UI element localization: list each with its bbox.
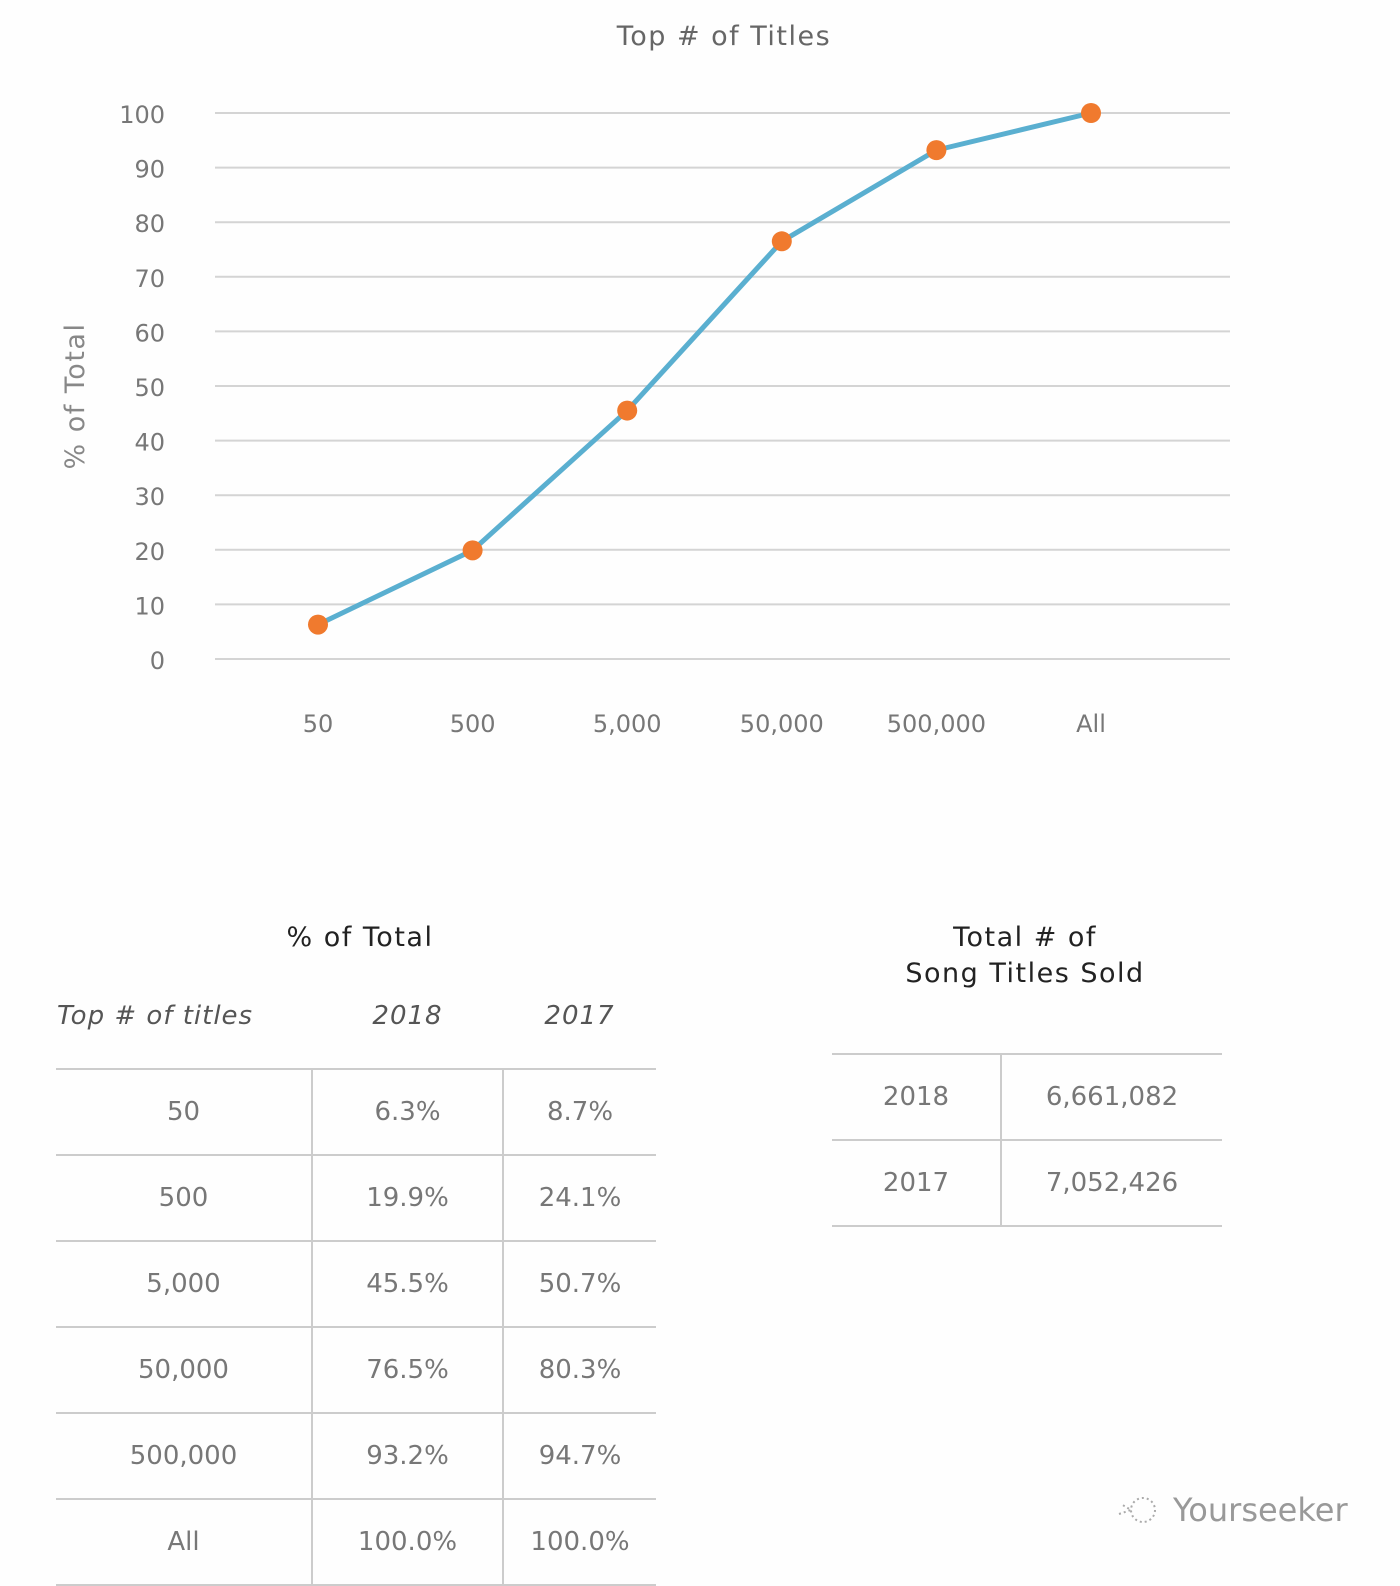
y-tick-label: 20 bbox=[134, 538, 165, 566]
y-tick-label: 90 bbox=[134, 156, 165, 184]
data-point bbox=[617, 400, 638, 421]
table-row: 50,000 76.5% 80.3% bbox=[56, 1326, 656, 1413]
table-cell: All bbox=[56, 1498, 312, 1586]
x-tick-label: 500,000 bbox=[887, 710, 986, 738]
totals-table: 2018 6,661,082 2017 7,052,426 bbox=[832, 1053, 1222, 1227]
table-row: 50 6.3% 8.7% bbox=[56, 1068, 656, 1155]
table-cell: 50,000 bbox=[56, 1326, 312, 1413]
y-tick-label: 80 bbox=[134, 210, 165, 238]
x-tick-label: 50,000 bbox=[740, 710, 824, 738]
table-cell: 6.3% bbox=[311, 1068, 503, 1155]
x-tick-label: All bbox=[1076, 710, 1106, 738]
y-tick-label: 70 bbox=[134, 265, 165, 293]
table-row: 2018 6,661,082 bbox=[832, 1053, 1222, 1140]
header-top-titles: Top # of titles bbox=[57, 1001, 254, 1031]
table-row: 500 19.9% 24.1% bbox=[56, 1154, 656, 1241]
table-row: 2017 7,052,426 bbox=[832, 1139, 1222, 1227]
header-2017: 2017 bbox=[544, 1001, 615, 1031]
table-cell: 500,000 bbox=[56, 1412, 312, 1499]
table-row: 500,000 93.2% 94.7% bbox=[56, 1412, 656, 1499]
table-cell: 8.7% bbox=[502, 1068, 656, 1155]
dotted-fish-logo-icon bbox=[1118, 1497, 1156, 1523]
data-point bbox=[462, 540, 483, 561]
line-chart: Top # of Titles % of Total 0 10 20 30 40 50 60 70… bbox=[60, 21, 1230, 738]
table-cell: 80.3% bbox=[502, 1326, 656, 1413]
table-cell: 2018 bbox=[832, 1053, 1001, 1140]
table-cell: 24.1% bbox=[502, 1154, 656, 1241]
table-cell: 2017 bbox=[832, 1139, 1001, 1227]
table-cell: 100.0% bbox=[502, 1498, 656, 1586]
data-point bbox=[308, 614, 328, 635]
table-cell: 50.7% bbox=[502, 1240, 656, 1327]
share-table-title: % of Total bbox=[286, 922, 434, 953]
table-cell: 7,052,426 bbox=[1000, 1139, 1222, 1227]
share-table: Top # of titles 2018 2017 50 6.3% 8.7% 500 1… bbox=[56, 1000, 656, 1586]
table-row: 5,000 45.5% 50.7% bbox=[56, 1240, 656, 1327]
y-tick-label: 0 bbox=[150, 647, 165, 675]
table-cell: 6,661,082 bbox=[1000, 1053, 1222, 1140]
table-row: All 100.0% 100.0% bbox=[56, 1498, 656, 1586]
totals-title-line1: Total # of bbox=[953, 922, 1097, 953]
y-axis-label: % of Total bbox=[60, 323, 91, 470]
y-tick-label: 50 bbox=[134, 374, 165, 402]
table-cell: 45.5% bbox=[311, 1240, 503, 1327]
data-point bbox=[926, 140, 947, 161]
totals-title-line2: Song Titles Sold bbox=[905, 958, 1145, 989]
x-tick-label: 50 bbox=[303, 710, 334, 738]
y-tick-label: 60 bbox=[134, 319, 165, 347]
table-cell: 76.5% bbox=[311, 1326, 503, 1413]
x-tick-label: 5,000 bbox=[593, 710, 662, 738]
table-cell: 500 bbox=[56, 1154, 312, 1241]
y-tick-label: 40 bbox=[134, 429, 165, 457]
totals-table-title: Total # of Song Titles Sold bbox=[830, 920, 1220, 992]
watermark: Yourseeker bbox=[1115, 1490, 1348, 1530]
chart-title: Top # of Titles bbox=[616, 21, 831, 52]
watermark-text: Yourseeker bbox=[1173, 1491, 1348, 1529]
data-point bbox=[771, 231, 792, 252]
table-cell: 100.0% bbox=[311, 1498, 503, 1586]
x-tick-label: 500 bbox=[450, 710, 496, 738]
table-cell: 19.9% bbox=[311, 1154, 503, 1241]
table-cell: 5,000 bbox=[56, 1240, 312, 1327]
table-cell: 94.7% bbox=[502, 1412, 656, 1499]
table-cell: 50 bbox=[56, 1068, 312, 1155]
data-point bbox=[1081, 103, 1101, 123]
y-tick-label: 30 bbox=[134, 483, 165, 511]
table-cell: 93.2% bbox=[311, 1412, 503, 1499]
header-2018: 2018 bbox=[372, 1001, 443, 1031]
y-tick-label: 100 bbox=[119, 101, 165, 129]
series-line bbox=[316, 110, 1092, 627]
y-tick-label: 10 bbox=[134, 592, 165, 620]
